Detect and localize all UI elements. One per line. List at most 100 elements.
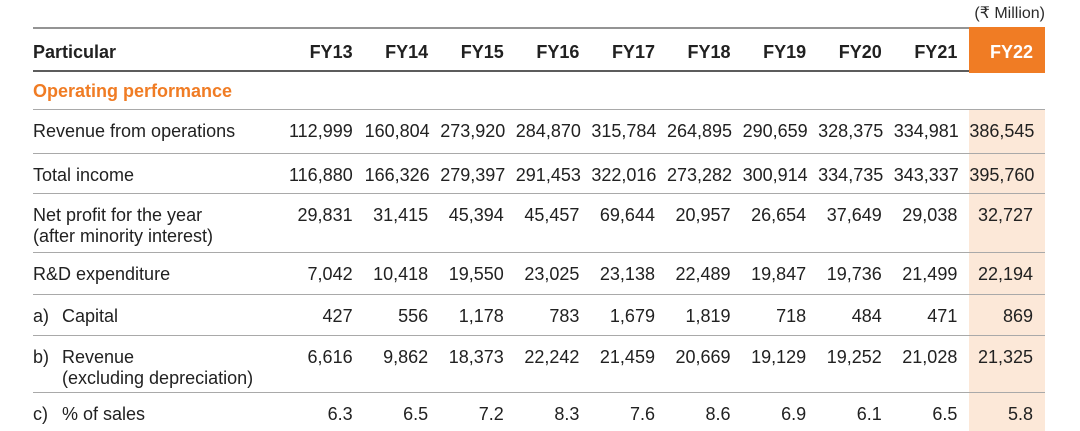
cell-value: 7.2 — [478, 403, 504, 424]
cell-value: 1,819 — [666, 294, 743, 336]
row-label-text: Net profit for the year (after minority … — [33, 205, 213, 247]
col-header-fy13: FY13 — [289, 27, 365, 72]
row-label-line1: Net profit for the year — [33, 204, 203, 225]
row-label-line2: (after minority interest) — [33, 225, 214, 246]
cell-value: 1,679 — [591, 294, 667, 336]
cell-value: 322,016 — [591, 153, 667, 194]
cell-value: 343,337 — [893, 153, 970, 194]
row-label: a) Capital — [33, 306, 289, 327]
cell-value: 471 — [893, 294, 970, 336]
col-header-particular: Particular — [33, 27, 289, 72]
cell-value: 273,282 — [666, 153, 743, 194]
col-header-fy19: FY19 — [742, 27, 819, 72]
table-row-capital: a) Capital 427 556 1,178 783 1,679 1,819… — [33, 294, 1045, 336]
cell-value: 45,394 — [440, 193, 516, 253]
cell-value: 21,028 — [893, 335, 970, 393]
cell-value: 291,453 — [515, 153, 592, 194]
col-header-fy21: FY21 — [893, 27, 970, 72]
cell-value: 19,736 — [818, 252, 894, 295]
row-label-line1: Revenue — [62, 346, 135, 367]
col-header-fy16: FY16 — [515, 27, 592, 72]
cell-value: 6.3 — [327, 403, 353, 424]
cell-value-highlighted: 869 — [969, 294, 1045, 336]
cell-value: 20,957 — [666, 193, 743, 253]
row-prefix: c) — [33, 403, 48, 424]
cell-value: 37,649 — [818, 193, 894, 253]
row-label-text: Revenue (excluding depreciation) — [62, 347, 253, 389]
cell-value: 783 — [515, 294, 592, 336]
cell-value: 334,981 — [893, 109, 970, 154]
row-label: c) % of sales — [33, 404, 289, 425]
cell-value-highlighted: 386,545 — [969, 109, 1045, 154]
cell-value: 22,489 — [666, 252, 743, 295]
row-label-cell: Net profit for the year (after minority … — [33, 193, 289, 253]
row-label-cell: b) Revenue (excluding depreciation) — [33, 335, 289, 393]
row-label-cell: Revenue from operations — [33, 109, 289, 154]
section-row: Operating performance — [33, 71, 1045, 110]
cell-value: 290,659 — [742, 109, 819, 154]
cell-value: 300,914 — [742, 153, 819, 194]
row-label-text: Revenue from operations — [33, 121, 235, 142]
col-header-fy14: FY14 — [364, 27, 441, 72]
col-header-fy20: FY20 — [818, 27, 894, 72]
row-label: Net profit for the year (after minority … — [33, 205, 289, 247]
cell-value: 7,042 — [289, 252, 365, 295]
row-label: Total income — [33, 165, 289, 186]
table-row-net-profit: Net profit for the year (after minority … — [33, 193, 1045, 253]
row-label-cell: c) % of sales — [33, 392, 289, 431]
cell-value-highlighted: 21,325 — [969, 335, 1045, 393]
cell-value: 264,895 — [666, 109, 743, 154]
cell-value: 7.6 — [629, 403, 655, 424]
cell-value: 19,550 — [440, 252, 516, 295]
row-label-line1: Revenue from operations — [33, 120, 236, 141]
cell-value: 273,920 — [440, 109, 516, 154]
row-prefix: b) — [33, 346, 50, 367]
cell-value: 19,129 — [742, 335, 819, 393]
row-label: R&D expenditure — [33, 264, 289, 285]
cell-value: 9,862 — [364, 335, 441, 393]
row-label: b) Revenue (excluding depreciation) — [33, 347, 289, 389]
cell-value: 21,459 — [591, 335, 667, 393]
row-label-text: R&D expenditure — [33, 264, 170, 285]
financial-performance-table: Particular FY13 FY14 FY15 FY16 FY17 FY18… — [33, 27, 1045, 431]
cell-value: 21,499 — [893, 252, 970, 295]
cell-value: 334,735 — [818, 153, 894, 194]
table-row-percent-of-sales: c) % of sales 6.3 6.5 7.2 8.3 7.6 8.6 6.… — [33, 392, 1045, 431]
cell-value: 22,242 — [515, 335, 592, 393]
row-label-line1: Capital — [62, 305, 119, 326]
cell-value: 29,038 — [893, 193, 970, 253]
cell-value: 718 — [742, 294, 819, 336]
cell-value: 31,415 — [364, 193, 441, 253]
cell-value-highlighted: 5.8 — [969, 392, 1045, 431]
cell-value-highlighted: 22,194 — [969, 252, 1045, 295]
cell-value: 112,999 — [289, 109, 365, 154]
cell-value: 284,870 — [515, 109, 592, 154]
cell-value: 6,616 — [289, 335, 365, 393]
cell-value-highlighted: 395,760 — [969, 153, 1045, 194]
cell-value: 315,784 — [591, 109, 667, 154]
row-label-cell: Total income — [33, 153, 289, 194]
cell-value: 6.1 — [856, 403, 882, 424]
currency-unit-label: (₹ Million) — [974, 5, 1045, 22]
cell-value: 116,880 — [289, 153, 365, 194]
cell-value: 19,847 — [742, 252, 819, 295]
row-label: Revenue from operations — [33, 121, 289, 142]
cell-value: 427 — [289, 294, 365, 336]
row-label-line1: % of sales — [62, 403, 146, 424]
col-header-fy15: FY15 — [440, 27, 516, 72]
cell-value: 20,669 — [666, 335, 743, 393]
cell-value: 8.6 — [705, 403, 731, 424]
table-row-rnd-expenditure: R&D expenditure 7,042 10,418 19,550 23,0… — [33, 252, 1045, 295]
col-header-fy22-highlighted: FY22 — [969, 28, 1045, 74]
table-row-total-income: Total income 116,880 166,326 279,397 291… — [33, 153, 1045, 194]
row-prefix: a) — [33, 305, 50, 326]
cell-value: 23,138 — [591, 252, 667, 295]
col-header-fy18: FY18 — [666, 27, 743, 72]
cell-value: 556 — [364, 294, 441, 336]
cell-value: 45,457 — [515, 193, 592, 253]
row-label-line1: Total income — [33, 164, 135, 185]
row-label-text: Total income — [33, 165, 134, 186]
cell-value: 6.9 — [781, 403, 807, 424]
cell-value: 160,804 — [364, 109, 441, 154]
cell-value: 23,025 — [515, 252, 592, 295]
